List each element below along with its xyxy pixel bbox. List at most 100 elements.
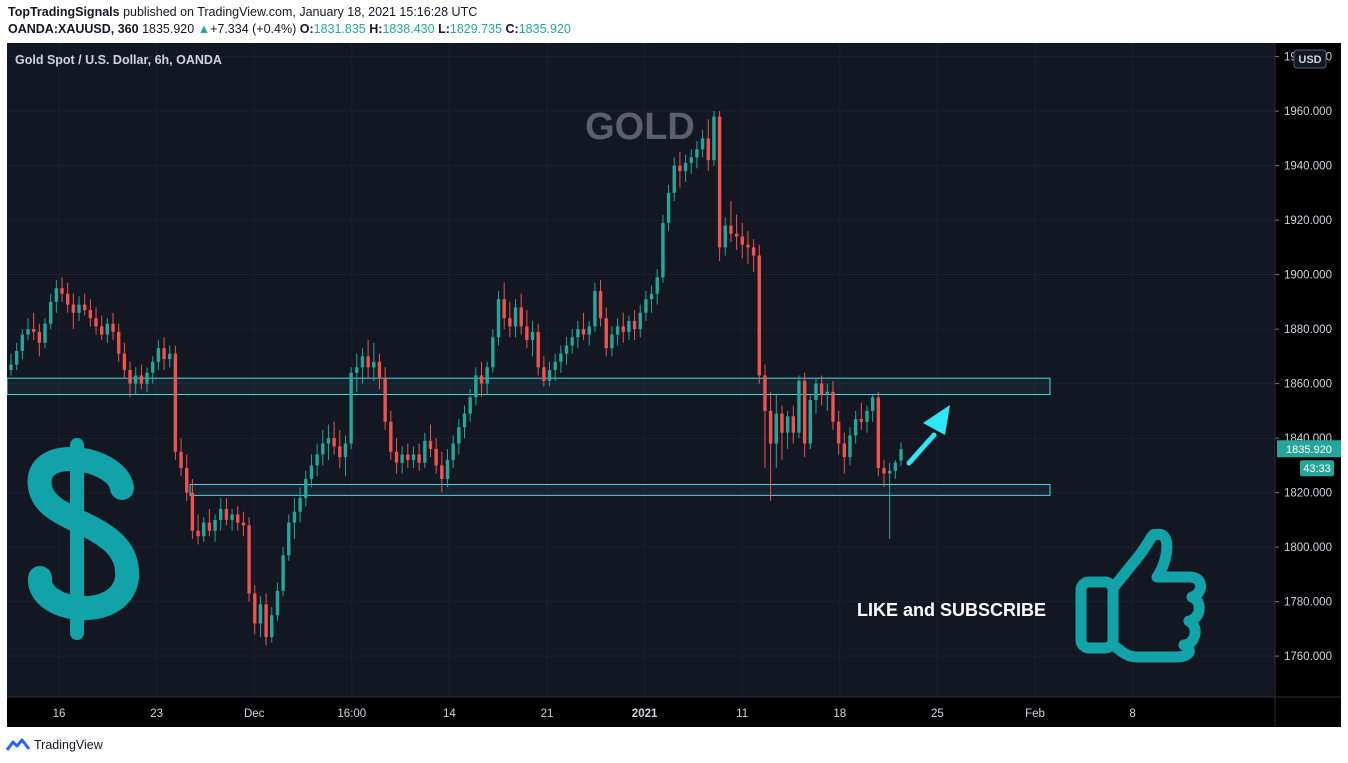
candle xyxy=(751,239,756,272)
candle-body xyxy=(553,361,557,370)
plot-area[interactable] xyxy=(7,43,1275,697)
candle-body xyxy=(848,435,852,458)
candle-body xyxy=(434,449,438,466)
candle-body xyxy=(224,508,229,520)
candle-body xyxy=(791,416,795,433)
candle-body xyxy=(389,421,393,452)
candle xyxy=(780,405,784,460)
zone-box[interactable] xyxy=(189,483,1051,496)
candle-body xyxy=(423,440,427,463)
candle xyxy=(394,438,399,474)
candle xyxy=(479,361,484,398)
candle xyxy=(77,296,81,321)
countdown-box xyxy=(1300,460,1334,477)
candle-body xyxy=(672,165,676,193)
candle xyxy=(491,329,495,373)
zone-box[interactable] xyxy=(7,377,1051,396)
candle xyxy=(870,394,875,422)
candle xyxy=(241,511,246,537)
candle xyxy=(270,607,274,643)
candle-body xyxy=(48,301,53,324)
candle-body xyxy=(785,416,790,433)
price-chart[interactable]: GOLD LIKE and SUBSCRIBE 1980.0001960.000… xyxy=(7,43,1341,727)
high-value: 1838.430 xyxy=(382,22,435,36)
candle-body xyxy=(151,361,155,373)
candle-body xyxy=(547,370,552,381)
candle xyxy=(417,443,421,471)
candle-body xyxy=(819,383,824,395)
candle-body xyxy=(893,462,898,471)
candle-body xyxy=(349,372,353,444)
candle xyxy=(836,410,841,455)
candle-body xyxy=(71,304,76,313)
candle-body xyxy=(213,519,217,531)
candle-body xyxy=(156,348,161,362)
candle-body xyxy=(780,413,784,433)
candle-body xyxy=(304,479,308,499)
ohlc-line: OANDA:XAUUSD, 360 1835.920 ▲+7.334 (+0.4… xyxy=(8,22,571,36)
price-tick-label: 1800.000 xyxy=(1284,542,1332,554)
candle xyxy=(213,514,217,542)
candle xyxy=(207,508,212,537)
time-axis[interactable]: 16 23 Dec 16:00 14 21 2021 11 18 25 Feb 8 xyxy=(53,708,1136,720)
candle-body xyxy=(496,299,501,338)
candle xyxy=(632,310,637,341)
candle xyxy=(593,282,597,332)
candle-body xyxy=(627,320,631,332)
candle xyxy=(768,391,773,501)
candle xyxy=(287,514,291,561)
candle xyxy=(536,323,540,376)
candle-body xyxy=(236,514,240,523)
candle-body xyxy=(462,413,467,428)
candle-body xyxy=(417,454,421,463)
candle xyxy=(377,353,382,390)
candle-body xyxy=(593,290,597,327)
candle xyxy=(338,429,342,469)
time-tick-label: 23 xyxy=(150,708,163,720)
candle xyxy=(343,435,348,477)
time-tick-label: 16 xyxy=(53,708,66,720)
candle-body xyxy=(581,329,586,335)
candle xyxy=(117,323,121,362)
candle xyxy=(156,340,161,370)
candle-body xyxy=(54,288,59,302)
candle-body xyxy=(321,443,325,455)
candle xyxy=(893,459,898,479)
time-tick-label: 16:00 xyxy=(337,708,366,720)
candle-body xyxy=(513,307,518,327)
candle xyxy=(644,290,648,321)
candle xyxy=(451,435,455,469)
candle-body xyxy=(831,391,835,422)
candle-body xyxy=(655,277,659,294)
candle-body xyxy=(264,604,268,638)
candle-body xyxy=(9,364,13,370)
candle xyxy=(746,231,750,264)
price-tick-label: 1880.000 xyxy=(1284,324,1332,336)
candle xyxy=(882,459,886,488)
publish-date: published on TradingView.com, January 18… xyxy=(123,5,478,19)
candle xyxy=(678,152,682,188)
candle xyxy=(304,470,308,507)
candle xyxy=(802,372,807,458)
candle xyxy=(71,293,76,330)
tradingview-footer[interactable]: TradingView xyxy=(6,735,103,755)
candle-body xyxy=(270,615,274,638)
candle xyxy=(502,282,506,330)
candle-body xyxy=(287,522,291,556)
chart-watermark: GOLD xyxy=(585,106,695,148)
candle xyxy=(383,367,387,430)
author-name[interactable]: TopTradingSignals xyxy=(8,5,120,19)
candle-body xyxy=(88,310,93,319)
candle xyxy=(763,364,767,469)
chart-panel[interactable]: GOLD LIKE and SUBSCRIBE 1980.0001960.000… xyxy=(7,43,1341,727)
candle-body xyxy=(281,555,285,591)
candle xyxy=(519,293,523,335)
candle xyxy=(60,277,64,302)
candle xyxy=(43,318,47,349)
candle xyxy=(202,517,206,542)
candle xyxy=(190,479,195,539)
currency-badge[interactable] xyxy=(1293,49,1327,69)
candle-body xyxy=(576,329,580,338)
candle-body xyxy=(706,138,710,161)
time-tick-label: 11 xyxy=(736,708,748,720)
